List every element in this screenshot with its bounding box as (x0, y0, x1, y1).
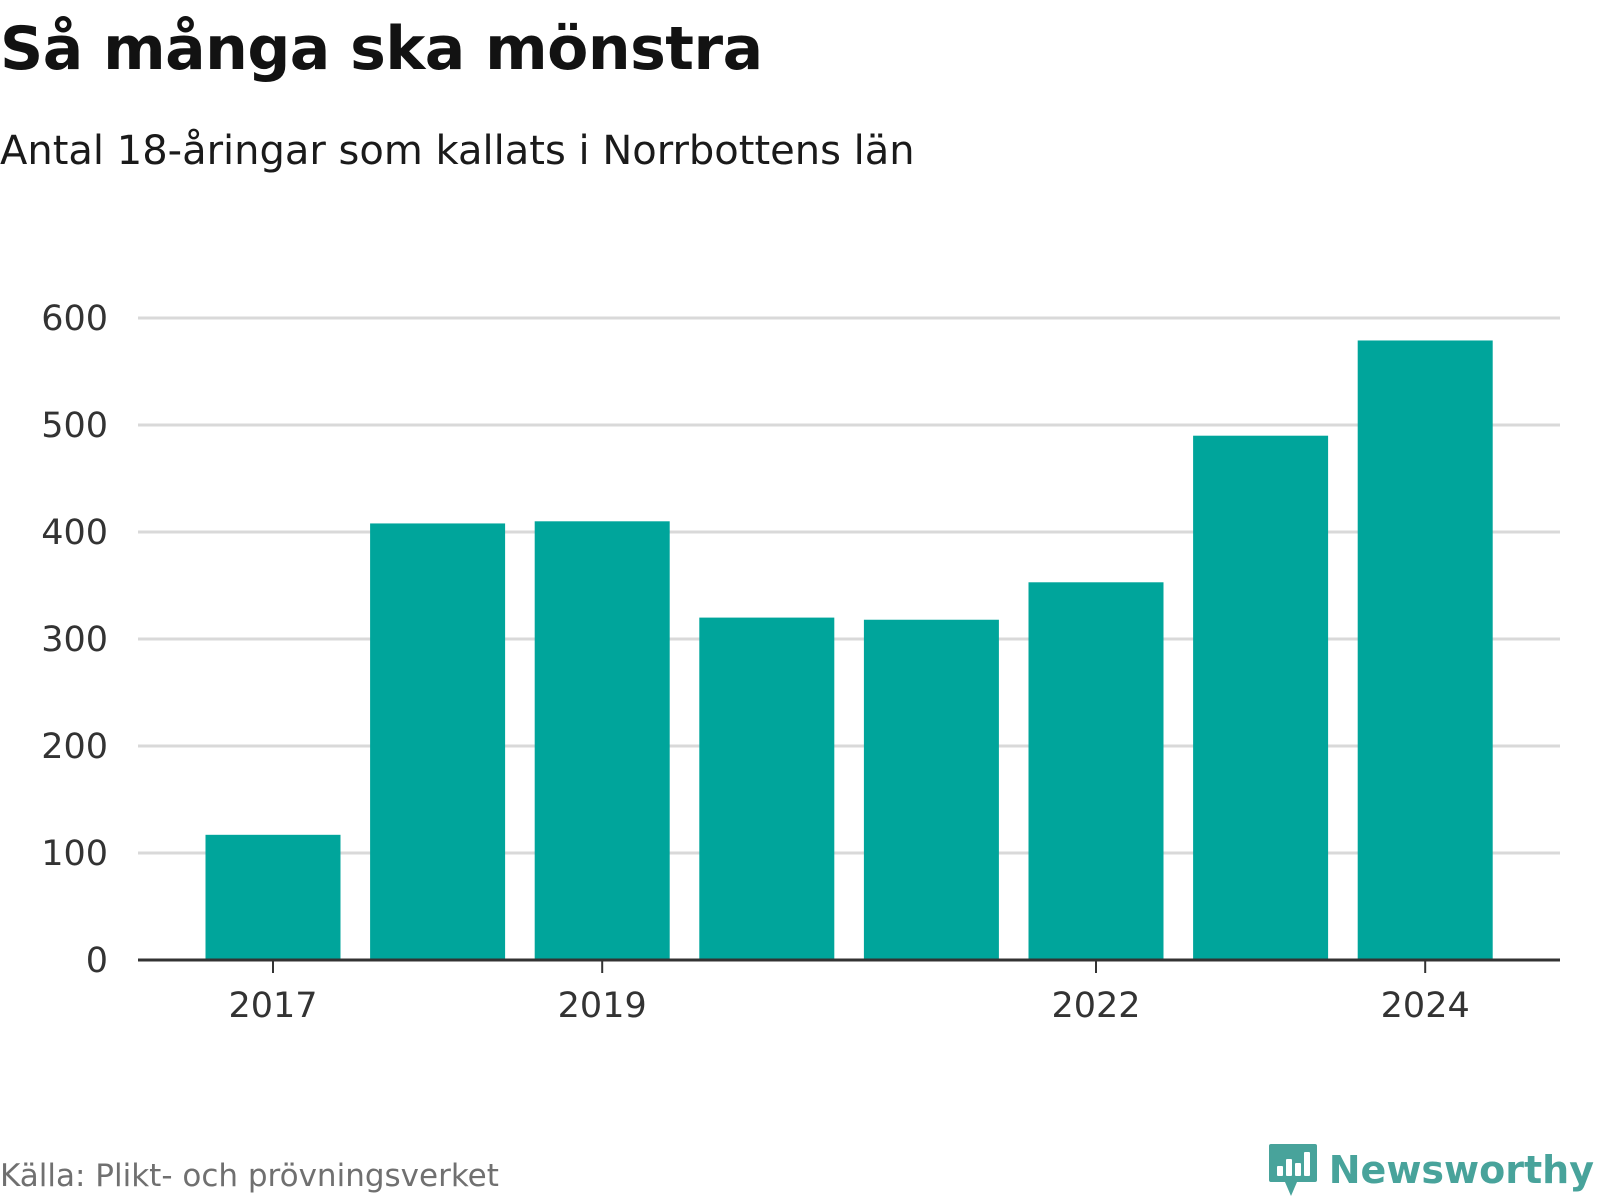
y-tick-label: 0 (86, 941, 108, 981)
x-tick-label: 2017 (228, 986, 317, 1026)
brand-name: Newsworthy (1328, 1148, 1594, 1192)
bars (205, 340, 1493, 961)
x-tick-label: 2022 (1051, 986, 1140, 1026)
axes: 0 100 200 300 400 500 600 2017 2019 2022 2024 (41, 299, 1560, 1026)
x-tick-label: 2024 (1381, 986, 1470, 1026)
bar-2019 (534, 521, 670, 960)
gridlines (138, 316, 1560, 855)
y-tick-label: 600 (41, 299, 108, 339)
y-tick-label: 400 (41, 513, 108, 553)
bar-2018 (370, 523, 506, 960)
chart-title: Så många ska mönstra (0, 14, 763, 84)
bar-2022 (1028, 582, 1164, 960)
y-tick-label: 100 (41, 834, 108, 874)
y-tick-label: 200 (41, 727, 108, 767)
source-note: Källa: Plikt- och prövningsverket (0, 1158, 499, 1194)
bar-2023 (1193, 435, 1329, 960)
newsworthy-logo: Newsworthy (1267, 1142, 1594, 1198)
x-tick-label: 2019 (558, 986, 647, 1026)
bar-2021 (863, 619, 999, 960)
bar-2017 (205, 834, 341, 960)
y-tick-label: 300 (41, 620, 108, 660)
bar-2024 (1357, 340, 1493, 961)
bar-chart-speech-bubble-icon (1268, 1144, 1317, 1196)
y-tick-label: 500 (41, 406, 108, 446)
bar-2020 (699, 617, 835, 960)
chart-subtitle: Antal 18-åringar som kallats i Norrbotte… (0, 128, 915, 174)
